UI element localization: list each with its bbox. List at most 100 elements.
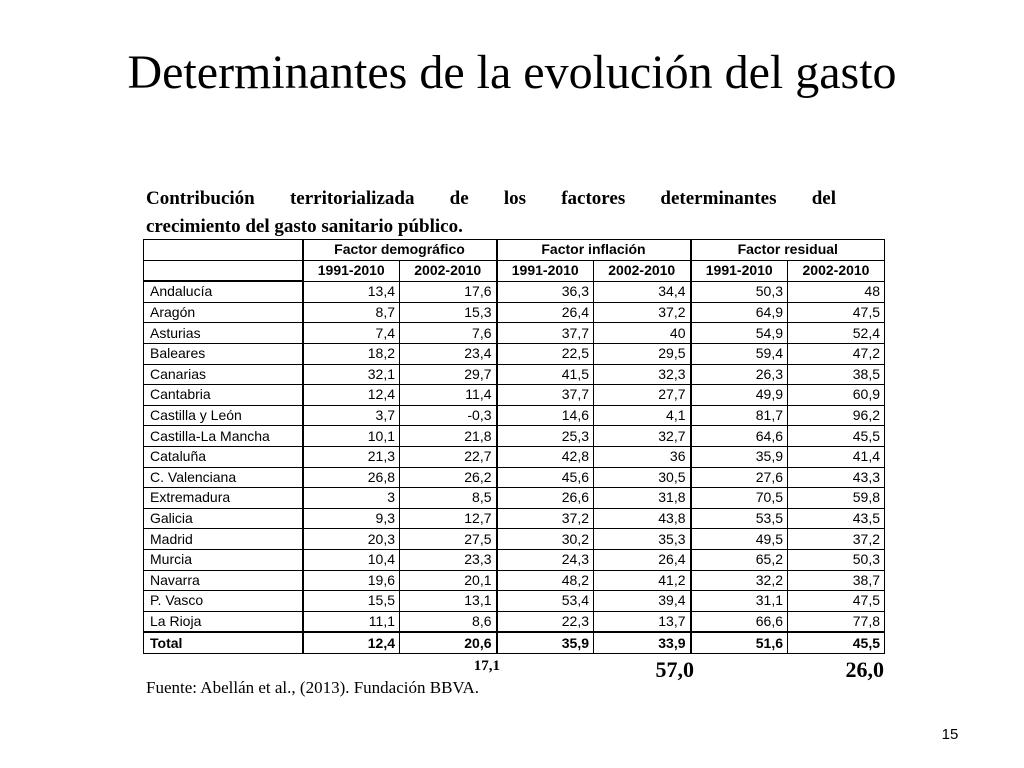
value-cell: 20,3 bbox=[301, 528, 400, 550]
value-cell: 26,2 bbox=[399, 466, 497, 489]
table-row: Castilla y León 3,7 -0,3 14,6 4,1 81,7 96,2 bbox=[143, 404, 885, 427]
value-cell: 20,1 bbox=[399, 569, 497, 592]
value-cell: 66,6 bbox=[689, 610, 788, 634]
region-name: Cataluña bbox=[143, 445, 303, 468]
value-cell: 49,5 bbox=[689, 528, 788, 550]
value-cell: 26,6 bbox=[495, 487, 594, 509]
slide-title: Determinantes de la evolución del gasto bbox=[127, 46, 897, 99]
region-name: Castilla y León bbox=[143, 404, 303, 427]
table-row-total: Total 12,4 20,6 35,9 33,9 51,6 45,5 bbox=[143, 631, 885, 654]
value-cell: 54,9 bbox=[689, 322, 788, 344]
value-cell: 32,7 bbox=[593, 425, 691, 447]
value-cell: 31,1 bbox=[689, 590, 788, 612]
value-cell: 17,6 bbox=[399, 280, 497, 303]
value-cell: 45,5 bbox=[787, 425, 885, 447]
value-cell: 53,5 bbox=[689, 507, 788, 530]
value-cell: 15,5 bbox=[301, 590, 400, 612]
group-header-residual: Factor residual bbox=[689, 239, 885, 261]
value-cell: 8,5 bbox=[399, 487, 497, 509]
value-cell: 64,6 bbox=[689, 425, 788, 447]
period-header: 2002-2010 bbox=[399, 259, 497, 282]
value-cell: 4,1 bbox=[593, 404, 691, 427]
value-cell: 20,6 bbox=[399, 631, 497, 654]
value-cell: 41,5 bbox=[495, 363, 594, 386]
value-cell: 31,8 bbox=[593, 487, 691, 509]
extra-value-residual: 26,0 bbox=[845, 657, 885, 682]
region-name: Extremadura bbox=[143, 487, 303, 509]
value-cell: 70,5 bbox=[689, 487, 788, 509]
value-cell: 32,2 bbox=[689, 569, 788, 592]
value-cell: 40 bbox=[593, 322, 691, 344]
value-cell: 41,2 bbox=[593, 569, 691, 592]
value-cell: 37,7 bbox=[495, 384, 594, 406]
value-cell: 23,3 bbox=[399, 548, 497, 571]
table-row: Baleares 18,2 23,4 22,5 29,5 59,4 47,2 bbox=[143, 342, 885, 365]
value-cell: 21,3 bbox=[301, 445, 400, 468]
table-row: La Rioja 11,1 8,6 22,3 13,7 66,6 77,8 bbox=[143, 610, 885, 634]
region-name: Castilla-La Mancha bbox=[143, 425, 303, 447]
value-cell: 35,9 bbox=[689, 445, 788, 468]
table-row: Navarra 19,6 20,1 48,2 41,2 32,2 38,7 bbox=[143, 569, 885, 592]
value-cell: 47,5 bbox=[787, 590, 885, 612]
value-cell: 27,7 bbox=[593, 384, 691, 406]
value-cell: 42,8 bbox=[495, 445, 594, 468]
value-cell: 38,7 bbox=[787, 569, 885, 592]
value-cell: 18,2 bbox=[301, 342, 400, 365]
value-cell: 23,4 bbox=[399, 342, 497, 365]
table-caption-line-2: crecimiento del gasto sanitario público. bbox=[146, 216, 463, 237]
value-cell: 34,4 bbox=[593, 280, 691, 303]
value-cell: 41,4 bbox=[787, 445, 885, 468]
value-cell: 30,5 bbox=[593, 466, 691, 489]
value-cell: 25,3 bbox=[495, 425, 594, 447]
value-cell: 36,3 bbox=[495, 280, 594, 303]
region-name: Total bbox=[143, 631, 303, 654]
value-cell: 45,6 bbox=[495, 466, 594, 489]
table-row: Cataluña 21,3 22,7 42,8 36 35,9 41,4 bbox=[143, 445, 885, 468]
group-header-inflacion: Factor inflación bbox=[495, 239, 691, 261]
value-cell: -0,3 bbox=[399, 404, 497, 427]
period-header: 2002-2010 bbox=[593, 259, 691, 282]
value-cell: 22,5 bbox=[495, 342, 594, 365]
value-cell: 33,9 bbox=[593, 631, 691, 654]
value-cell: 11,1 bbox=[301, 610, 400, 634]
value-cell: 26,4 bbox=[593, 548, 691, 571]
value-cell: 12,4 bbox=[301, 384, 400, 406]
table-row: P. Vasco 15,5 13,1 53,4 39,4 31,1 47,5 bbox=[143, 590, 885, 612]
value-cell: 47,2 bbox=[787, 342, 885, 365]
table-row: Asturias 7,4 7,6 37,7 40 54,9 52,4 bbox=[143, 322, 885, 344]
value-cell: 38,5 bbox=[787, 363, 885, 386]
period-header: 1991-2010 bbox=[301, 259, 400, 282]
value-cell: 43,3 bbox=[787, 466, 885, 489]
value-cell: 29,7 bbox=[399, 363, 497, 386]
table-row: Extremadura 3 8,5 26,6 31,8 70,5 59,8 bbox=[143, 487, 885, 509]
value-cell: 26,3 bbox=[689, 363, 788, 386]
table-row: Galicia 9,3 12,7 37,2 43,8 53,5 43,5 bbox=[143, 507, 885, 530]
value-cell: 43,5 bbox=[787, 507, 885, 530]
value-cell: 10,1 bbox=[301, 425, 400, 447]
region-name: Galicia bbox=[143, 507, 303, 530]
value-cell: 27,6 bbox=[689, 466, 788, 489]
table-row: Cantabria 12,4 11,4 37,7 27,7 49,9 60,9 bbox=[143, 384, 885, 406]
data-table: Factor demográfico Factor inflación Fact… bbox=[143, 239, 885, 654]
value-cell: 59,4 bbox=[689, 342, 788, 365]
value-cell: 21,8 bbox=[399, 425, 497, 447]
region-name: C. Valenciana bbox=[143, 466, 303, 489]
source-note: Fuente: Abellán et al., (2013). Fundació… bbox=[146, 678, 480, 697]
value-cell: 50,3 bbox=[787, 548, 885, 571]
value-cell: 45,5 bbox=[787, 631, 885, 654]
value-cell: 32,3 bbox=[593, 363, 691, 386]
value-cell: 13,1 bbox=[399, 590, 497, 612]
value-cell: 37,2 bbox=[495, 507, 594, 530]
value-cell: 7,4 bbox=[301, 322, 400, 344]
value-cell: 48 bbox=[787, 280, 885, 303]
region-name: Canarias bbox=[143, 363, 303, 386]
value-cell: 51,6 bbox=[689, 631, 788, 654]
region-name: Madrid bbox=[143, 528, 303, 550]
period-header: 1991-2010 bbox=[689, 259, 788, 282]
value-cell: 81,7 bbox=[689, 404, 788, 427]
region-name: Asturias bbox=[143, 322, 303, 344]
value-cell: 60,9 bbox=[787, 384, 885, 406]
value-cell: 50,3 bbox=[689, 280, 788, 303]
header-empty-cell bbox=[143, 239, 303, 261]
value-cell: 65,2 bbox=[689, 548, 788, 571]
